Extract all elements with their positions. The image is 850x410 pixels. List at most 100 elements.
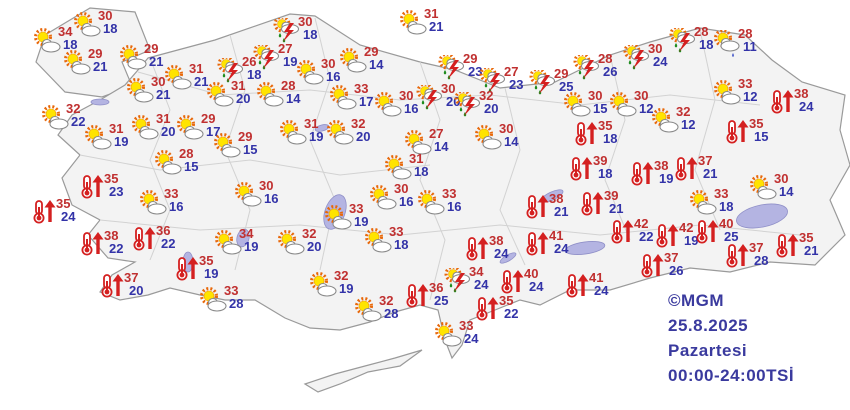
low-temp: 22	[109, 241, 124, 256]
weather-station: 32 20	[276, 227, 321, 258]
low-temp: 21	[609, 201, 624, 216]
low-temp: 24	[494, 246, 509, 261]
low-temp: 14	[504, 134, 519, 149]
high-temp: 26	[242, 54, 257, 69]
thermometer-up-icon	[723, 242, 751, 271]
partly-cloudy-icon	[338, 47, 368, 76]
temps: 28 18	[694, 25, 713, 51]
temps: 29 15	[238, 130, 257, 156]
high-temp: 32	[334, 268, 349, 283]
low-temp: 18	[719, 199, 734, 214]
temps: 27 19	[278, 42, 297, 68]
high-temp: 33	[459, 318, 474, 333]
weather-station: 31 21	[398, 7, 444, 38]
high-temp: 35	[104, 171, 119, 186]
thermometer-up-icon	[78, 173, 106, 202]
low-temp: 24	[464, 331, 479, 346]
temps: 37 20	[124, 271, 144, 298]
weather-station: 33 24	[433, 318, 479, 350]
temps: 28 14	[281, 79, 300, 105]
high-temp: 42	[634, 216, 649, 231]
date-label: 25.8.2025	[668, 316, 749, 335]
high-temp: 29	[201, 111, 216, 126]
storm-icon	[668, 25, 698, 58]
low-temp: 24	[61, 209, 76, 224]
high-temp: 33	[164, 186, 179, 201]
temps: 36 25	[429, 280, 448, 307]
low-temp: 21	[804, 243, 819, 258]
partly-cloudy-icon	[163, 64, 193, 93]
low-temp: 16	[169, 199, 184, 214]
low-temp: 20	[129, 283, 144, 298]
temps: 31 18	[409, 152, 428, 178]
partly-cloudy-icon	[363, 227, 393, 256]
weather-station: 28 14	[255, 79, 300, 110]
low-temp: 18	[63, 37, 78, 52]
storm-icon	[572, 52, 602, 85]
high-temp: 36	[429, 280, 444, 295]
temps: 33 16	[442, 187, 461, 213]
high-temp: 31	[189, 61, 204, 76]
low-temp: 12	[681, 117, 696, 132]
low-temp: 26	[603, 64, 618, 79]
low-temp: 18	[394, 237, 409, 252]
temps: 37 28	[749, 241, 768, 267]
low-temp: 16	[399, 194, 414, 209]
high-temp: 32	[676, 104, 691, 119]
weather-station: 28 26	[572, 52, 618, 85]
weather-station: 29 21	[118, 42, 163, 73]
weather-station: 36 22	[130, 224, 175, 254]
temps: 30 18	[298, 15, 317, 41]
thermometer-up-icon	[98, 272, 126, 301]
low-temp: 20	[161, 124, 176, 139]
thermometer-up-icon	[473, 295, 501, 324]
high-temp: 32	[379, 293, 394, 308]
high-temp: 30	[634, 88, 649, 103]
weather-station: 30 18	[72, 9, 117, 40]
temps: 29 21	[88, 47, 107, 73]
high-temp: 35	[749, 116, 764, 131]
low-temp: 24	[529, 279, 544, 294]
weather-station: 29 14	[338, 45, 383, 76]
partly-cloudy-icon	[198, 286, 228, 315]
partly-cloudy-icon	[608, 91, 638, 120]
temps: 31 20	[156, 112, 176, 139]
high-temp: 30	[321, 56, 336, 71]
low-temp: 21	[429, 19, 444, 34]
weather-station: 37 20	[98, 271, 144, 301]
low-temp: 18	[598, 166, 613, 181]
high-temp: 41	[589, 270, 604, 285]
weather-station: 30 16	[295, 56, 341, 88]
temps: 32 19	[334, 268, 353, 295]
thermometer-up-icon	[672, 155, 700, 184]
high-temp: 38	[549, 191, 564, 206]
temps: 35 23	[104, 171, 123, 198]
high-temp: 32	[479, 88, 494, 103]
low-temp: 23	[468, 64, 483, 79]
weather-station: 35 23	[78, 171, 123, 202]
weather-station: 35 24	[30, 197, 76, 227]
temps: 33 28	[224, 284, 243, 310]
high-temp: 31	[231, 78, 246, 93]
high-temp: 28	[179, 146, 194, 161]
partly-cloudy-icon	[562, 91, 592, 120]
temps: 31 19	[109, 122, 128, 148]
high-temp: 39	[593, 153, 608, 168]
storm-icon	[252, 42, 282, 75]
high-temp: 33	[349, 201, 364, 216]
high-temp: 34	[58, 24, 73, 39]
temps: 31 21	[424, 7, 444, 34]
temps: 33 18	[714, 187, 734, 214]
high-temp: 35	[499, 293, 514, 308]
weather-station: 34 19	[213, 227, 258, 258]
day-label: Pazartesi	[668, 341, 748, 360]
thermometer-up-icon	[563, 272, 591, 301]
partly-cloudy-icon	[213, 229, 243, 258]
low-temp: 24	[799, 99, 814, 114]
weather-station: 41 24	[523, 229, 568, 259]
thermometer-up-icon	[653, 222, 681, 251]
low-temp: 16	[326, 69, 341, 84]
high-temp: 30	[151, 74, 166, 89]
high-temp: 35	[799, 230, 814, 245]
weather-station: 38 24	[463, 234, 509, 264]
